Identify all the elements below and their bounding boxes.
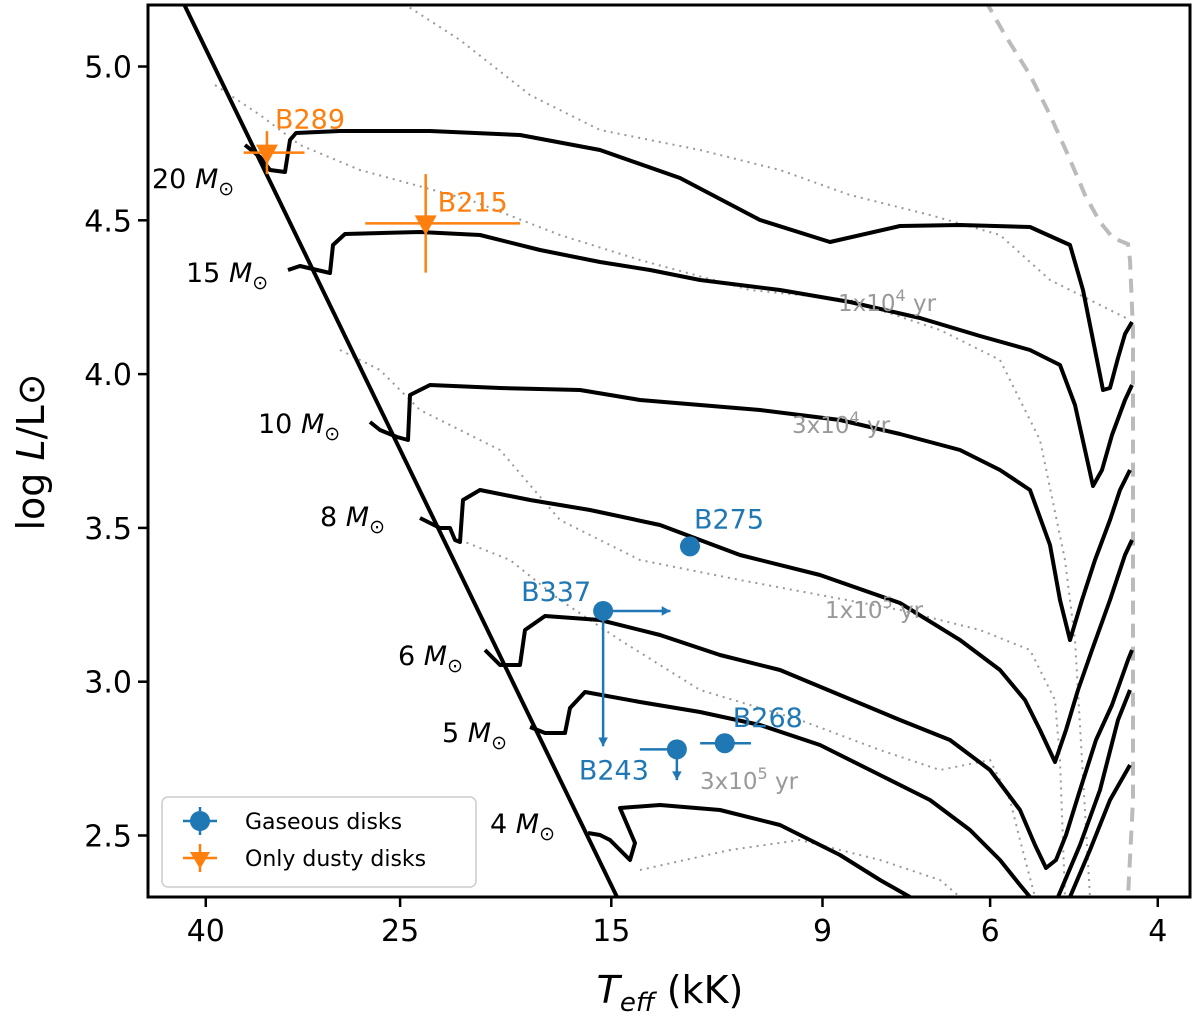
- data-point-b289: B289: [243, 105, 345, 175]
- track-6msun: [483, 614, 1134, 870]
- point-label: B275: [694, 504, 764, 535]
- isochrone-label-3e5: 3x105 yr: [700, 764, 799, 795]
- x-tick-label: 4: [1148, 914, 1167, 949]
- isochrone-line-extra: [639, 838, 961, 897]
- mass-label-10: 10 M⊙: [258, 409, 340, 445]
- dashed-track-line: [985, 5, 1135, 897]
- mass-label-6: 6 M⊙: [398, 641, 463, 677]
- track-10msun: [368, 383, 1132, 642]
- legend-label-gaseous: Gaseous disks: [245, 810, 402, 835]
- y-tick-label: 2.5: [84, 819, 132, 854]
- track-4msun-rgb: [1068, 764, 1132, 897]
- x-tick-label: 15: [592, 914, 630, 949]
- mass-label-5: 5 M⊙: [442, 718, 507, 754]
- data-point-b337: B337: [521, 577, 671, 747]
- point-label: B215: [438, 187, 508, 218]
- isochrone-labels: 1x104 yr 3x104 yr 1x105 yr 3x105 yr: [700, 286, 937, 795]
- point-marker: [679, 536, 700, 557]
- legend-marker-dusty: [183, 844, 217, 872]
- y-axis-ticks: 2.5 3.0 3.5 4.0 4.5 5.0: [84, 51, 148, 854]
- point-marker: [593, 600, 614, 621]
- track-20msun: [243, 129, 1134, 392]
- mass-label-20: 20 M⊙: [152, 164, 234, 200]
- data-point-b275: B275: [679, 504, 764, 557]
- track-8msun: [419, 488, 1134, 764]
- legend-marker-gaseous: [183, 807, 217, 835]
- isochrone-label-3e4: 3x104 yr: [792, 408, 891, 439]
- zams-line: [182, 5, 619, 897]
- data-points: B275 B337 B243 B268 B289 B215: [243, 105, 803, 786]
- y-tick-label: 3.0: [84, 666, 132, 701]
- isochrone-label-1e5: 1x105 yr: [825, 593, 924, 624]
- data-point-b243: B243: [579, 739, 687, 786]
- track-4msun: [587, 803, 911, 897]
- point-marker: [414, 215, 437, 236]
- x-tick-label: 40: [187, 914, 225, 949]
- legend: Gaseous disks Only dusty disks: [161, 796, 477, 888]
- legend-label-dusty: Only dusty disks: [245, 847, 426, 872]
- x-tick-label: 6: [981, 914, 1000, 949]
- y-tick-label: 4.0: [84, 358, 132, 393]
- data-point-b268: B268: [700, 703, 803, 754]
- point-label: B337: [521, 577, 591, 608]
- limit-arrow-head: [598, 737, 608, 747]
- data-point-b215: B215: [365, 174, 521, 273]
- x-axis-label: Teff (kK): [597, 968, 744, 1017]
- x-tick-label: 25: [381, 914, 419, 949]
- track-5msun: [529, 690, 1032, 897]
- isochrone-line-1e4: [403, 5, 1131, 321]
- track-5msun-rgb: [1056, 689, 1132, 897]
- point-label: B268: [733, 703, 803, 734]
- point-label: B289: [275, 105, 345, 136]
- x-axis-ticks: 40 25 15 9 6 4: [187, 897, 1167, 949]
- mass-label-8: 8 M⊙: [320, 502, 385, 538]
- point-marker: [255, 144, 278, 165]
- legend-box: [161, 796, 477, 888]
- plot-frame: [146, 3, 1192, 899]
- limit-arrow-head: [672, 771, 682, 781]
- mass-track-labels: 20 M⊙ 15 M⊙ 10 M⊙ 8 M⊙ 6 M⊙ 5 M⊙ 4 M⊙: [152, 164, 555, 845]
- track-15msun: [287, 230, 1134, 488]
- mass-label-15: 15 M⊙: [186, 258, 268, 294]
- y-axis-label: log L/L⊙: [9, 373, 53, 530]
- isochrone-line-3e4: [214, 84, 1091, 897]
- y-tick-label: 4.5: [84, 204, 132, 239]
- limit-arrow-head: [661, 606, 671, 616]
- y-tick-label: 5.0: [84, 51, 132, 86]
- isochrone-label-1e4: 1x104 yr: [838, 286, 937, 317]
- y-tick-label: 3.5: [84, 512, 132, 547]
- x-tick-label: 9: [813, 914, 832, 949]
- point-marker: [666, 739, 687, 760]
- point-label: B243: [579, 755, 649, 786]
- mass-label-4: 4 M⊙: [490, 809, 555, 845]
- point-marker: [714, 733, 735, 754]
